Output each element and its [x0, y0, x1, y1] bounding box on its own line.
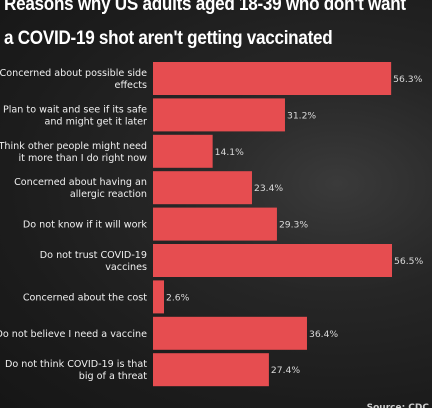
value-label-6: 56.5%: [394, 256, 423, 267]
value-label-2: 31.2%: [287, 110, 316, 121]
value-label-3: 14.1%: [215, 147, 244, 158]
value-label-5: 29.3%: [279, 220, 308, 231]
bar-2: [153, 98, 285, 132]
value-label-9: 27.4%: [271, 365, 300, 376]
chart-title-line-2: a COVID-19 shot aren't getting vaccinate…: [4, 28, 333, 49]
value-label-1: 56.3%: [393, 74, 422, 85]
category-label-5: Do not know if it will work: [23, 220, 148, 231]
bar-7: [153, 280, 164, 314]
source-label: Source: CDC: [367, 403, 430, 408]
bar-1: [153, 62, 392, 95]
category-label-1: Concerned about possible side effects: [0, 68, 147, 91]
value-label-8: 36.4%: [309, 329, 338, 340]
category-label-4: Concerned about having an allergic reacti…: [14, 177, 147, 200]
bar-9: [153, 353, 269, 387]
category-label-3: Think other people might need it more tha…: [0, 141, 147, 164]
bar-6: [153, 244, 392, 277]
bar-4: [153, 171, 252, 205]
bar-8: [153, 316, 307, 350]
category-label-6: Do not trust COVID-19 vaccines: [40, 250, 147, 273]
category-label-8: Do not believe I need a vaccine: [0, 329, 147, 340]
category-label-9: Do not think COVID-19 is that big of a th…: [5, 359, 147, 382]
value-label-7: 2.6%: [166, 292, 190, 303]
chart-title-line-1: Reasons why US adults aged 18-39 who don…: [4, 0, 406, 15]
bar-3: [153, 134, 213, 168]
category-label-2: Plan to wait and see if its safe and migh…: [3, 104, 147, 127]
category-label-7: Concerned about the cost: [23, 292, 147, 303]
value-label-4: 23.4%: [254, 183, 283, 194]
bar-5: [153, 207, 277, 241]
